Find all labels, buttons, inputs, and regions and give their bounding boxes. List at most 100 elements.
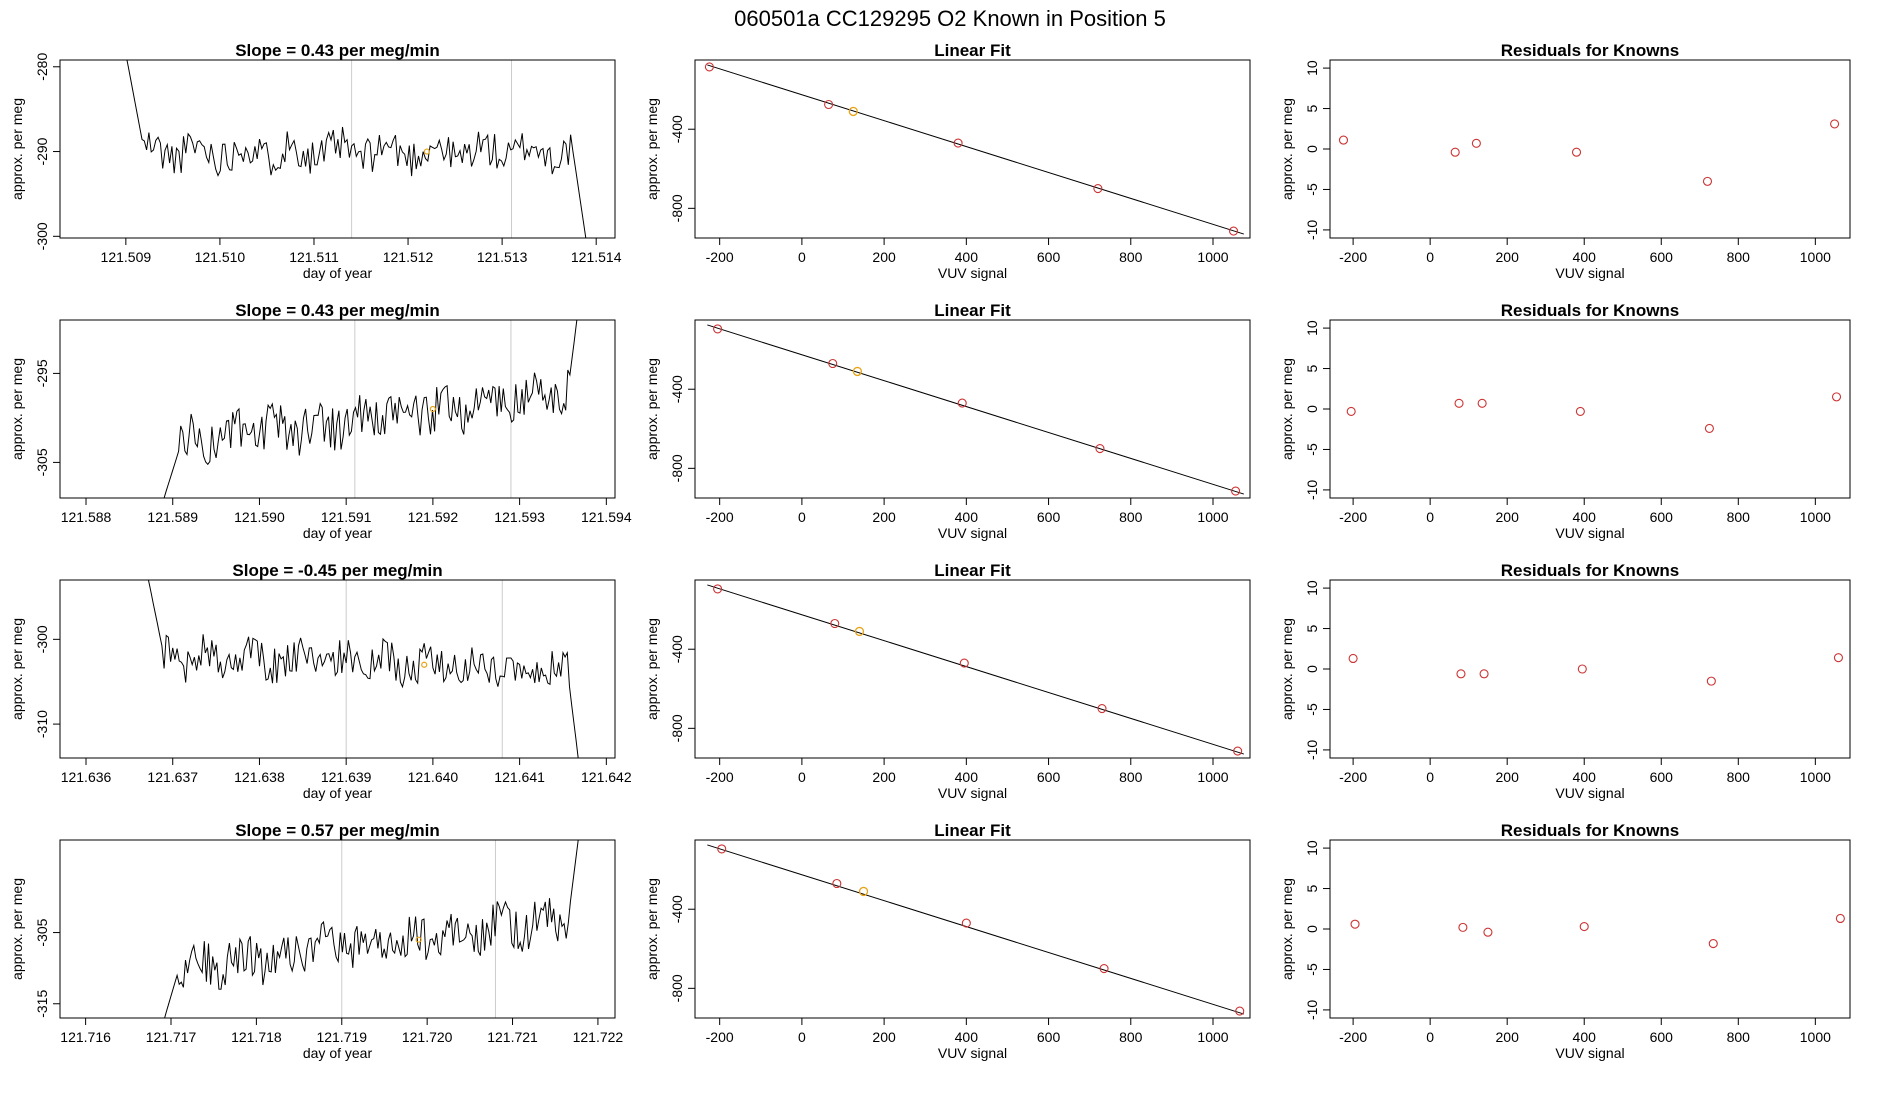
panel-3-3: Residuals for Knowns-200 0 200 400 600 800 100…: [1279, 561, 1851, 801]
data-point: [713, 324, 723, 334]
panel-title: Residuals for Knowns: [1501, 41, 1680, 60]
y-tick-label: 5: [1304, 884, 1320, 892]
data-point: [1471, 138, 1481, 148]
x-tick-label: 400: [1573, 1029, 1597, 1045]
x-tick-label: 121.512: [383, 249, 434, 265]
x-tick-label: 600: [1650, 249, 1674, 265]
data-point: [1338, 135, 1349, 145]
x-tick-label: 121.718: [231, 1029, 282, 1045]
data-point: [1835, 913, 1845, 924]
data-point: [953, 138, 963, 148]
x-tick-label: 800: [1727, 509, 1751, 525]
y-tick-label: -5: [1304, 183, 1320, 196]
x-tick-label: 800: [1119, 509, 1143, 525]
panel-title: Linear Fit: [934, 561, 1011, 580]
y-tick-label: 10: [1304, 840, 1320, 856]
y-tick-label: 10: [1304, 580, 1320, 596]
y-tick-label: -400: [669, 895, 685, 923]
x-tick-label: 800: [1119, 1029, 1143, 1045]
x-tick-label: 121.511: [289, 249, 339, 265]
fit-line: [707, 584, 1244, 755]
x-tick-label: 200: [1496, 249, 1520, 265]
data-point: [1095, 444, 1105, 454]
data-point: [1348, 653, 1358, 664]
x-tick-label: 800: [1727, 769, 1751, 785]
x-axis-title: VUV signal: [1555, 785, 1624, 801]
y-tick-label: 10: [1304, 320, 1320, 336]
y-tick-label: -280: [34, 53, 50, 81]
x-tick-label: 121.514: [571, 249, 622, 265]
data-point: [1483, 927, 1493, 937]
x-axis-title: day of year: [303, 525, 373, 541]
x-tick-label: 121.642: [581, 769, 632, 785]
x-tick-label: 600: [1650, 509, 1674, 525]
panel-title: Residuals for Knowns: [1501, 301, 1680, 320]
x-tick-label: 200: [872, 1029, 896, 1045]
x-axis-title: VUV signal: [1555, 1045, 1624, 1061]
y-tick-label: -400: [669, 375, 685, 403]
x-tick-label: 0: [798, 769, 806, 785]
x-tick-label: 1000: [1197, 769, 1228, 785]
panel-1-3: Residuals for Knowns-200 0 200 400 600 800 100…: [1279, 41, 1851, 281]
x-tick-label: 121.716: [60, 1029, 111, 1045]
y-tick-label: -800: [669, 974, 685, 1002]
x-tick-label: 600: [1037, 769, 1061, 785]
x-tick-label: 200: [872, 769, 896, 785]
data-point: [832, 878, 842, 889]
panel-2-1: Slope = 0.43 per meg/min 121.588 121.589 12…: [9, 301, 632, 541]
x-tick-label: 600: [1650, 769, 1674, 785]
x-tick-label: 121.637: [147, 769, 198, 785]
x-tick-label: 400: [1573, 769, 1597, 785]
panel-title: Linear Fit: [934, 301, 1011, 320]
x-tick-label: 600: [1650, 1029, 1674, 1045]
data-point: [1099, 964, 1109, 974]
x-tick-label: 1000: [1800, 249, 1831, 265]
x-tick-label: 400: [955, 249, 979, 265]
x-tick-label: 0: [1426, 769, 1434, 785]
x-tick-label: 1000: [1800, 1029, 1831, 1045]
y-axis-title: approx. per meg: [644, 618, 660, 720]
x-tick-label: 400: [955, 509, 979, 525]
highlight-marker: [421, 661, 428, 668]
y-axis-title: approx. per meg: [644, 358, 660, 460]
x-tick-label: -200: [706, 249, 734, 265]
x-tick-label: -200: [1339, 769, 1367, 785]
plot-frame: [694, 59, 1251, 239]
panel-2-3: Residuals for Knowns-200 0 200 400 600 800 100…: [1279, 301, 1851, 541]
y-tick-label: -10: [1304, 740, 1320, 760]
x-tick-label: 400: [955, 1029, 979, 1045]
x-tick-label: 200: [872, 249, 896, 265]
x-tick-label: 0: [798, 1029, 806, 1045]
data-point: [961, 918, 971, 928]
data-point: [1706, 676, 1716, 686]
x-tick-label: 121.636: [61, 769, 112, 785]
panel-title: Slope = 0.43 per meg/min: [235, 41, 440, 60]
y-tick-label: 10: [1304, 60, 1320, 76]
x-tick-label: 121.589: [147, 509, 198, 525]
x-tick-label: -200: [1339, 249, 1367, 265]
x-tick-label: 1000: [1197, 249, 1228, 265]
panel-1-2: Linear Fit -200 0 200 400 600 800 1000 VUV signa…: [644, 41, 1251, 281]
y-axis-title: approx. per meg: [9, 618, 25, 720]
data-series-line: [163, 320, 578, 498]
x-tick-label: 121.588: [61, 509, 112, 525]
panel-4-3: Residuals for Knowns-200 0 200 400 600 800 100…: [1279, 821, 1851, 1061]
x-axis-title: VUV signal: [1555, 265, 1624, 281]
plot-frame: [1329, 839, 1851, 1019]
y-tick-label: 0: [1304, 925, 1320, 933]
panel-title: Residuals for Knowns: [1501, 821, 1680, 840]
panel-title: Residuals for Knowns: [1501, 561, 1680, 580]
y-tick-label: -800: [669, 714, 685, 742]
panel-title: Linear Fit: [934, 41, 1011, 60]
x-tick-label: 121.717: [146, 1029, 197, 1045]
data-series-line: [164, 840, 579, 1018]
x-tick-label: 1000: [1197, 509, 1228, 525]
panel-title: Linear Fit: [934, 821, 1011, 840]
x-tick-label: 121.721: [487, 1029, 538, 1045]
data-point: [1235, 1006, 1245, 1016]
y-tick-label: -5: [1304, 703, 1320, 716]
y-tick-label: 5: [1304, 104, 1320, 112]
x-tick-label: 121.592: [408, 509, 459, 525]
x-axis-title: day of year: [303, 265, 373, 281]
fit-line: [707, 324, 1244, 495]
